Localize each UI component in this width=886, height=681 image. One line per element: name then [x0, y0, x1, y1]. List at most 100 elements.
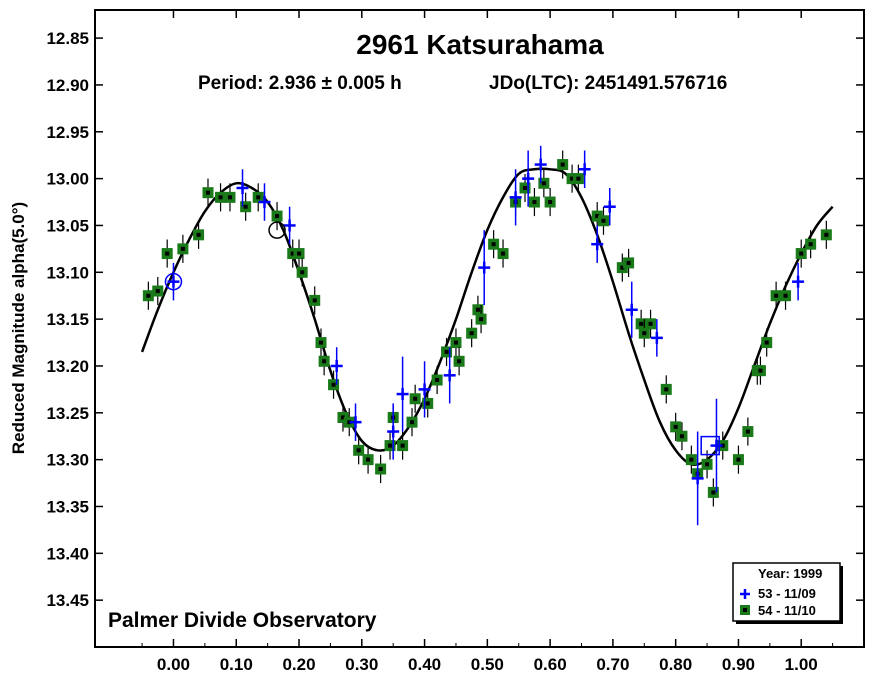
- data-point-54: [337, 403, 349, 432]
- data-point-53: [578, 150, 591, 188]
- data-point-54: [271, 202, 283, 231]
- data-point-53: [167, 262, 180, 301]
- data-point-54: [177, 234, 189, 263]
- data-point-54: [544, 187, 556, 217]
- data-point-54: [820, 220, 832, 249]
- data-point-53: [258, 183, 271, 221]
- square-marker-center: [322, 359, 327, 364]
- y-tick-label: 13.40: [46, 544, 89, 563]
- data-point-54: [732, 445, 744, 474]
- data-point-53: [534, 145, 547, 184]
- square-marker-center: [689, 457, 694, 462]
- x-tick-label: 0.30: [345, 655, 378, 674]
- data-point-54: [406, 408, 418, 437]
- data-point-53: [710, 398, 723, 493]
- legend-entry-54: 54 - 11/10: [758, 603, 816, 618]
- legend-box-shadow-bottom: [736, 621, 843, 624]
- square-marker-center: [679, 434, 684, 439]
- data-point-54: [252, 183, 264, 212]
- square-marker-center: [318, 340, 323, 345]
- square-marker-center: [532, 200, 537, 205]
- data-point-53: [650, 319, 663, 357]
- x-tick-label: 0.70: [596, 655, 629, 674]
- square-marker-center: [290, 251, 295, 256]
- data-point-54: [572, 164, 584, 193]
- first-point-circle-53: [164, 272, 183, 291]
- data-point-54: [240, 192, 252, 221]
- data-point-54: [328, 370, 340, 399]
- square-marker-center: [275, 214, 280, 219]
- square-marker-center: [626, 260, 631, 265]
- y-tick-label: 13.25: [46, 404, 89, 423]
- data-point-54: [422, 389, 434, 418]
- square-marker-center: [146, 293, 151, 298]
- data-point-54: [450, 328, 462, 357]
- square-marker-center: [758, 368, 763, 373]
- data-point-54: [315, 328, 327, 357]
- square-marker-center: [256, 195, 261, 200]
- data-point-54: [538, 169, 550, 198]
- square-marker-center: [808, 242, 813, 247]
- square-marker-center: [664, 387, 669, 392]
- square-marker-center: [548, 200, 553, 205]
- plot-frame: [94, 9, 865, 648]
- square-marker-center: [570, 176, 575, 181]
- square-marker-center: [413, 396, 418, 401]
- data-point-54: [343, 408, 355, 437]
- data-point-54: [409, 384, 421, 413]
- axis-ticks: 12.85 12.90 12.95 13.00 13.05 13.10 13.15 13.20…: [46, 10, 864, 674]
- data-point-54: [488, 230, 500, 259]
- data-point-54: [660, 375, 672, 404]
- data-point-54: [638, 319, 650, 348]
- observatory-label: Palmer Divide Observatory: [108, 609, 377, 632]
- data-point-54: [528, 187, 540, 217]
- square-marker-center: [774, 293, 779, 298]
- y-tick-label: 12.90: [46, 76, 89, 95]
- square-marker-center: [501, 251, 506, 256]
- square-marker-center: [435, 378, 440, 383]
- x-tick-label: 0.80: [659, 655, 692, 674]
- square-marker-center: [165, 251, 170, 256]
- data-point-53: [691, 431, 704, 526]
- square-marker-center: [720, 443, 725, 448]
- y-tick-label: 13.45: [46, 591, 89, 610]
- data-point-54: [623, 248, 635, 277]
- square-marker-center: [639, 321, 644, 326]
- data-point-53: [236, 169, 249, 207]
- data-point-54: [152, 276, 164, 306]
- data-point-54: [717, 431, 729, 460]
- legend-box: [732, 562, 841, 622]
- data-point-53: [283, 206, 296, 245]
- x-tick-label: 1.00: [785, 655, 818, 674]
- square-marker-center: [560, 162, 565, 167]
- y-tick-label: 13.30: [46, 451, 89, 470]
- square-marker-center: [444, 349, 449, 354]
- square-marker-center: [366, 457, 371, 462]
- square-marker-center: [425, 401, 430, 406]
- square-marker-center: [523, 185, 528, 190]
- square-marker-center: [601, 218, 606, 223]
- square-marker-center: [378, 467, 383, 472]
- x-tick-label: 0.20: [282, 655, 315, 674]
- data-point-54: [597, 206, 609, 235]
- data-point-53: [478, 230, 491, 306]
- square-marker-center: [783, 293, 788, 298]
- square-marker-center: [799, 251, 804, 256]
- square-marker-center: [196, 232, 201, 237]
- data-point-54: [497, 239, 509, 268]
- square-marker-center: [479, 317, 484, 322]
- data-point-54: [645, 309, 657, 338]
- square-marker-center: [410, 420, 415, 425]
- data-point-53: [603, 187, 616, 226]
- data-point-54: [142, 281, 154, 310]
- data-point-54: [707, 478, 719, 507]
- data-point-54: [475, 305, 487, 334]
- data-point-54: [441, 337, 453, 366]
- y-tick-label: 12.85: [46, 29, 89, 48]
- data-point-54: [453, 347, 465, 376]
- data-point-53: [387, 403, 400, 460]
- legend-plus-icon: [740, 589, 750, 599]
- data-points: [142, 145, 832, 526]
- data-point-54: [685, 445, 697, 474]
- data-point-54: [193, 220, 205, 249]
